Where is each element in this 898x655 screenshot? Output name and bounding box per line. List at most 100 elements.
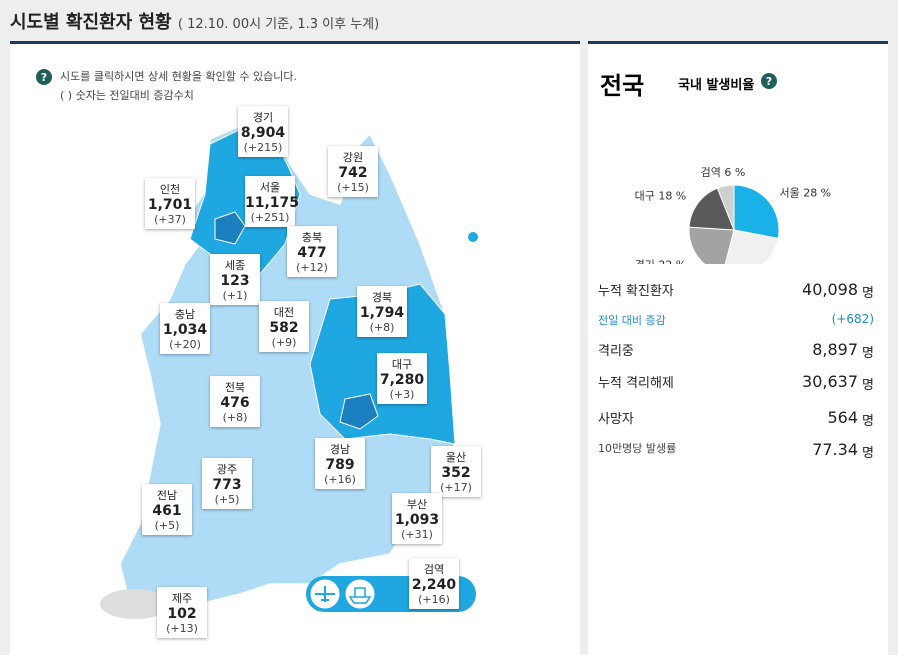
region-name: 인천	[159, 183, 181, 196]
region-box: 검역 2,240 (+16)	[409, 558, 459, 609]
header: 시도별 확진환자 현황 ( 12.10. 00시 기준, 1.3 이후 누계)	[10, 8, 379, 34]
region-change: (+12)	[296, 261, 328, 274]
ulleung	[468, 232, 478, 242]
region-count: 789	[325, 457, 355, 473]
summary-panel: 전국 국내 발생비율 ? 서울 28 %기타 26 %경기 22 %대구 18 …	[588, 41, 888, 655]
pie-label: 서울 28 %	[779, 186, 831, 199]
region-box: 세종 123 (+1)	[210, 254, 260, 305]
region-box: 서울 11,175 (+251)	[245, 176, 300, 227]
region-name: 대전	[273, 306, 295, 319]
region-change: (+8)	[369, 321, 395, 334]
summary-row: 격리중 8,897 명	[598, 340, 874, 361]
region-count: 123	[220, 273, 250, 289]
row-value: (+682)	[831, 312, 874, 326]
row-unit: 명	[862, 286, 874, 301]
region-name: 검역	[423, 563, 445, 576]
row-label: 격리중	[598, 344, 634, 359]
summary-row: 10만명당 발생률 77.34 명	[598, 440, 874, 461]
pie-title: 국내 발생비율	[678, 78, 755, 93]
row-value: 30,637	[802, 372, 858, 391]
pie-slice	[724, 229, 779, 264]
region-name: 서울	[259, 181, 281, 194]
row-value: 77.34	[812, 440, 858, 459]
region-change: (+3)	[389, 388, 415, 401]
summary-row: 사망자 564 명	[598, 408, 874, 429]
region-count: 1,794	[359, 305, 405, 321]
row-unit: 명	[862, 446, 874, 461]
region-box: 대전 582 (+9)	[259, 301, 309, 352]
region-name: 부산	[406, 498, 428, 511]
port-icon	[344, 578, 376, 610]
note: 시도를 클릭하시면 상세 현황을 확인할 수 있습니다.	[60, 70, 297, 83]
note: ( ) 숫자는 전일대비 증감수치	[60, 89, 194, 102]
seoul	[214, 211, 246, 245]
pie-slice	[716, 184, 735, 231]
row-label: 전일 대비 증감	[598, 314, 666, 327]
region-count: 582	[269, 320, 299, 336]
region-change: (+16)	[418, 593, 450, 606]
region-count: 742	[338, 165, 368, 181]
region-count: 7,280	[379, 372, 425, 388]
region-change: (+37)	[154, 213, 186, 226]
pie-label: 검역 6 %	[701, 166, 746, 179]
region-change: (+5)	[154, 519, 180, 532]
jeju-land	[100, 589, 170, 619]
region-count: 773	[212, 477, 242, 493]
summary-row: 누적 확진환자 40,098 명	[598, 280, 874, 301]
region-name: 대구	[391, 358, 413, 371]
pie-label: 대구 18 %	[635, 189, 687, 202]
region-change: (+215)	[243, 141, 283, 154]
region-box: 광주 773 (+5)	[202, 458, 252, 509]
region-change: (+251)	[250, 211, 290, 224]
region-change: (+8)	[222, 411, 248, 424]
row-unit: 명	[862, 414, 874, 429]
region-change: (+5)	[214, 493, 240, 506]
map-panel: ? 시도를 클릭하시면 상세 현황을 확인할 수 있습니다. ( ) 숫자는 전…	[10, 41, 580, 655]
region-change: (+16)	[324, 473, 356, 486]
help-mark: ?	[766, 75, 772, 88]
region-change: (+20)	[169, 338, 201, 351]
region-box: 대구 7,280 (+3)	[377, 353, 427, 404]
region-count: 1,093	[394, 512, 440, 528]
daegu	[339, 393, 379, 430]
summary-title: 전국	[600, 72, 645, 100]
subtitle: ( 12.10. 00시 기준, 1.3 이후 누계)	[177, 17, 380, 32]
region-box: 전남 461 (+5)	[142, 484, 192, 535]
region-change: (+1)	[222, 289, 248, 302]
region-box: 제주 102 (+13)	[157, 587, 207, 638]
region-name: 충남	[174, 308, 196, 321]
pie-label: 경기 22 %	[635, 259, 687, 264]
row-value: 8,897	[812, 340, 858, 359]
row-label: 누적 확진환자	[598, 284, 674, 299]
row-unit: 명	[862, 346, 874, 361]
help-icon	[36, 69, 52, 85]
region-count: 11,175	[245, 195, 300, 211]
region-count: 352	[441, 465, 471, 481]
region-name: 울산	[445, 451, 467, 464]
region-count: 102	[167, 606, 197, 622]
pie-slice	[688, 187, 735, 231]
region-box: 강원 742 (+15)	[328, 146, 378, 197]
region-name: 전남	[156, 489, 178, 502]
region-box: 전북 476 (+8)	[210, 376, 260, 427]
row-label: 사망자	[598, 412, 634, 427]
region-change: (+31)	[401, 528, 433, 541]
region-count: 476	[220, 395, 250, 411]
region-name: 경기	[252, 111, 274, 124]
region-box: 울산 352 (+17)	[431, 446, 481, 497]
region-change: (+17)	[440, 481, 472, 494]
summary-row: 전일 대비 증감 (+682)	[598, 312, 874, 328]
region-box: 충남 1,034 (+20)	[160, 303, 210, 354]
region-box: 경북 1,794 (+8)	[357, 286, 407, 337]
region-name: 전북	[224, 381, 246, 394]
region-name: 경북	[371, 291, 393, 304]
region-count: 1,701	[147, 197, 193, 213]
region-change: (+13)	[166, 622, 198, 635]
region-count: 8,904	[240, 125, 286, 141]
region-name: 충북	[301, 231, 323, 244]
pie-slice	[688, 226, 735, 264]
plane-glyph	[315, 586, 335, 602]
row-label: 10만명당 발생률	[598, 442, 677, 455]
region-name: 제주	[171, 592, 193, 605]
